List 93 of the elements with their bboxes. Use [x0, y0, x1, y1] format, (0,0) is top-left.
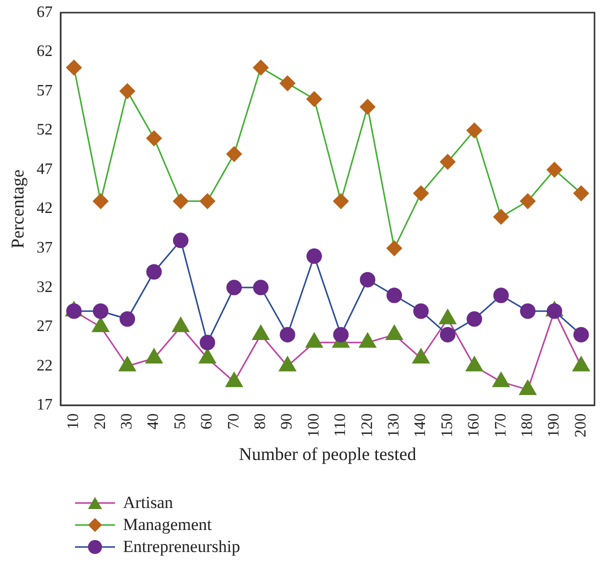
point	[120, 311, 136, 327]
point	[520, 193, 536, 209]
legend-label: Artisan	[123, 493, 174, 513]
point	[172, 193, 188, 209]
y-axis-title: Percentage	[8, 170, 28, 248]
point	[466, 122, 482, 138]
point	[466, 356, 483, 372]
point	[252, 324, 270, 340]
point	[92, 303, 108, 319]
y-tick-label: 62	[36, 43, 53, 60]
point	[333, 326, 349, 342]
point	[359, 332, 376, 348]
point	[226, 280, 242, 296]
point	[492, 372, 510, 388]
y-tick-label: 52	[36, 122, 53, 139]
point	[413, 303, 429, 319]
point	[519, 380, 536, 395]
x-tick-label: 190	[546, 413, 563, 438]
x-tick-label: 60	[198, 413, 216, 430]
x-tick-label: 140	[412, 413, 430, 438]
point	[146, 264, 162, 280]
point	[200, 334, 216, 350]
point	[118, 356, 136, 372]
point	[66, 60, 82, 76]
legend-label: Entrepreneurship	[123, 537, 240, 557]
y-tick-label: 57	[36, 82, 53, 100]
point	[226, 372, 243, 388]
y-tick-label: 67	[36, 4, 53, 21]
x-tick-label: 130	[385, 413, 402, 438]
x-tick-label: 100	[305, 413, 322, 438]
point	[253, 60, 269, 76]
point	[440, 154, 456, 170]
x-tick-label: 20	[92, 413, 109, 430]
point	[278, 356, 296, 372]
x-tick-label: 120	[358, 413, 376, 438]
point	[386, 324, 403, 340]
point	[546, 162, 562, 178]
x-tick-label: 10	[65, 413, 82, 430]
point	[66, 303, 82, 319]
point	[226, 146, 242, 162]
point	[92, 317, 110, 332]
x-tick-label: 160	[466, 413, 483, 438]
point	[520, 303, 536, 319]
point	[120, 83, 136, 99]
point	[360, 99, 376, 115]
y-tick-label: 42	[36, 200, 53, 218]
point	[360, 272, 376, 288]
point	[440, 326, 456, 342]
point	[280, 76, 296, 92]
point	[198, 348, 216, 364]
point	[572, 356, 590, 372]
x-tick-label: 40	[145, 413, 162, 430]
x-tick-label: 110	[332, 413, 350, 437]
point	[413, 186, 429, 202]
point	[573, 326, 589, 342]
point	[306, 332, 323, 348]
point	[573, 186, 589, 202]
point	[172, 317, 190, 332]
y-tick-label: 37	[36, 239, 53, 256]
y-tick-label: 17	[36, 396, 53, 414]
x-tick-label: 70	[225, 413, 242, 430]
point	[253, 280, 269, 296]
point	[145, 348, 163, 364]
point	[412, 348, 430, 364]
legend-label: Management	[123, 515, 212, 535]
y-tick-label: 32	[36, 278, 53, 296]
point	[146, 130, 162, 146]
point	[466, 311, 482, 327]
point	[546, 303, 562, 319]
point	[493, 288, 509, 304]
point	[439, 309, 456, 324]
point	[493, 209, 509, 225]
x-tick-label: 170	[492, 413, 510, 438]
y-tick-label: 27	[36, 318, 53, 336]
point	[306, 248, 322, 264]
x-tick-label: 180	[518, 413, 536, 438]
y-tick-label: 22	[36, 357, 53, 374]
x-tick-label: 150	[438, 413, 456, 438]
point	[92, 193, 108, 209]
x-tick-label: 200	[572, 413, 590, 438]
x-tick-label: 80	[252, 413, 270, 430]
point	[386, 240, 402, 256]
x-axis-title: Number of people tested	[238, 444, 416, 464]
y-tick-label: 47	[36, 160, 53, 178]
point	[306, 91, 322, 107]
point	[172, 232, 188, 248]
point	[200, 193, 216, 209]
x-tick-label: 50	[172, 413, 189, 430]
point	[280, 326, 296, 342]
point	[333, 193, 349, 209]
point	[386, 288, 402, 304]
x-tick-label: 30	[118, 413, 136, 430]
x-tick-label: 90	[278, 413, 296, 430]
